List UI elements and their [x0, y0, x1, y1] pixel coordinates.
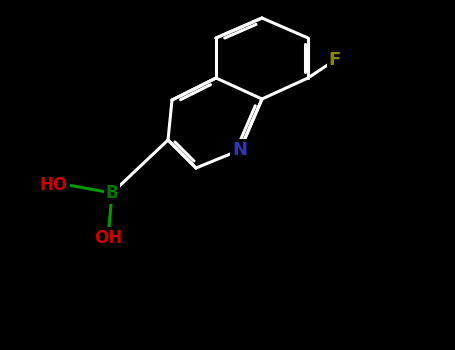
Text: B: B	[106, 184, 118, 202]
Text: OH: OH	[94, 229, 122, 247]
Text: HO: HO	[40, 176, 68, 194]
Text: N: N	[233, 141, 248, 159]
Text: F: F	[329, 51, 341, 69]
